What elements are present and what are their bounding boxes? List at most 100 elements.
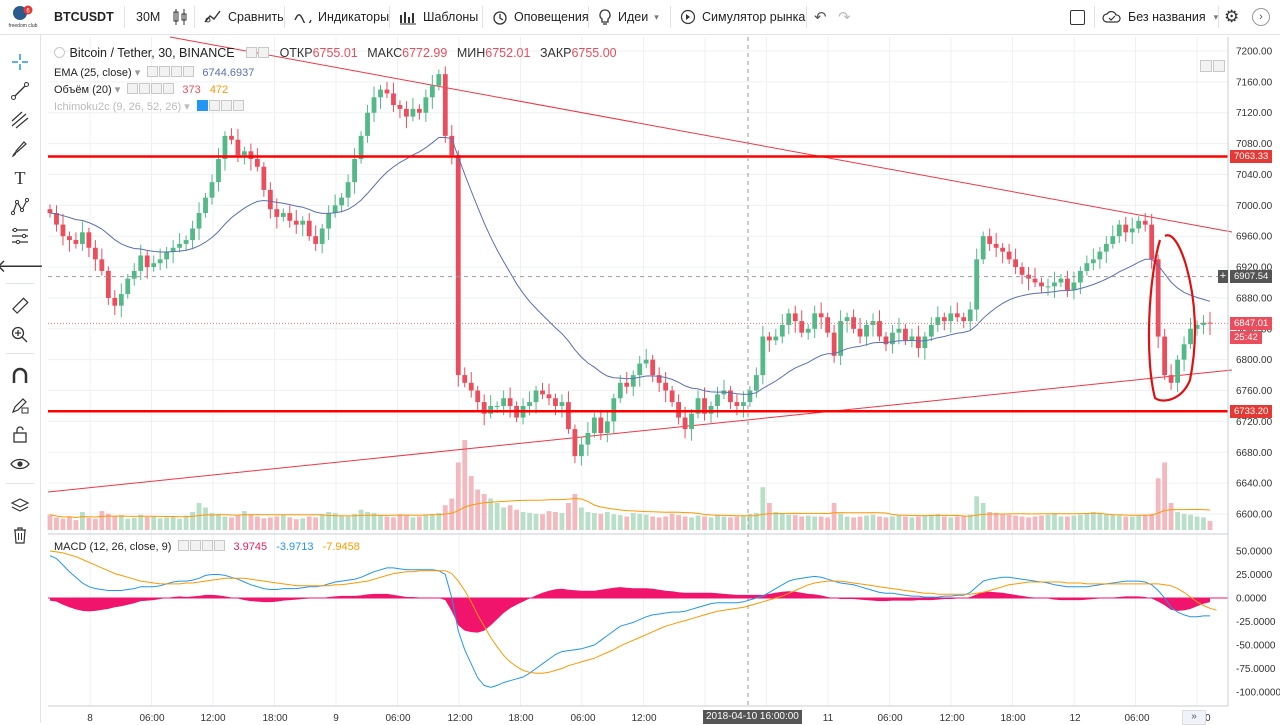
candle-body — [442, 74, 448, 136]
symbol-search[interactable]: BTCUSDT — [54, 10, 114, 24]
scroll-right-button[interactable]: › — [1252, 0, 1270, 34]
candle-body — [663, 382, 669, 391]
time-axis[interactable]: 8 06:00 12:00 18:00 9 06:00 12:00 18:00 06:00 12:… — [87, 713, 1211, 723]
zoom-tool[interactable] — [8, 324, 32, 346]
candle-body — [1019, 267, 1025, 275]
brush-tool[interactable] — [8, 138, 32, 160]
chevron-right-icon: › — [1252, 8, 1270, 26]
volume-bar — [287, 517, 293, 530]
cloud-icon — [1102, 11, 1121, 23]
save-layout-button[interactable]: Без названия ▾ — [1102, 0, 1218, 34]
volume-bar — [591, 512, 597, 530]
indicators-button[interactable]: Индикаторы — [294, 0, 389, 34]
volume-bar — [792, 515, 798, 530]
volume-bar — [47, 514, 53, 530]
close-value: 6755.00 — [571, 46, 617, 60]
crosshair-price-tag: 6907.54 — [1230, 270, 1273, 284]
market-simulator-button[interactable]: Симулятор рынка — [680, 0, 805, 34]
logo-text: freedom club — [9, 23, 38, 29]
trend-line-tool[interactable] — [8, 80, 32, 102]
eye-icon[interactable] — [246, 47, 258, 58]
candle-body — [941, 317, 947, 322]
candle-body — [319, 228, 325, 244]
stay-in-drawing-tool[interactable] — [8, 394, 32, 416]
ema-legend[interactable]: EMA (25, close) ▾ 6744.6937 — [54, 66, 255, 79]
volume-bar — [773, 512, 779, 530]
candle-body — [734, 402, 740, 406]
volume-bar — [604, 512, 610, 530]
layout-dropdown-icon[interactable]: ▾ — [1213, 11, 1219, 22]
undo-icon[interactable]: ↶ — [814, 9, 827, 26]
text-tool-icon[interactable]: T — [14, 167, 26, 188]
templates-button[interactable]: Шаблоны — [399, 0, 478, 34]
price-axis[interactable]: 7200.00 7160.00 7120.00 7080.00 7040.00 7000.… — [1236, 47, 1273, 521]
volume-bar — [67, 516, 72, 530]
prediction-tool[interactable] — [8, 225, 32, 247]
candle-body — [682, 417, 688, 430]
magnet-tool[interactable] — [8, 365, 32, 387]
ideas-dropdown-icon[interactable]: ▾ — [654, 11, 659, 22]
candle-body — [352, 159, 357, 183]
ideas-button[interactable]: Идеи ▾ — [598, 0, 659, 34]
volume-ma-value: 472 — [209, 84, 229, 96]
support-trend-line[interactable] — [47, 369, 1233, 493]
redo-icon[interactable]: ↷ — [838, 9, 851, 26]
object-tree-tool[interactable] — [8, 495, 32, 517]
candle-body — [1142, 220, 1148, 225]
fullscreen-button[interactable] — [1070, 0, 1085, 34]
logo[interactable]: 6 freedom club — [6, 0, 40, 34]
compare-button[interactable]: Сравнить — [204, 0, 284, 34]
trend-line-icon — [11, 82, 29, 100]
candle-body — [410, 108, 416, 117]
alerts-button[interactable]: Оповещения — [492, 0, 589, 34]
candle-body — [954, 313, 960, 318]
candle-body — [980, 236, 986, 260]
ruler-tool[interactable] — [8, 295, 32, 317]
square-icon — [1070, 9, 1085, 25]
volume-bar — [144, 516, 150, 530]
macd-legend[interactable]: MACD (12, 26, close, 9) 3.9745 -3.9713 -… — [54, 540, 360, 553]
settings-gear-icon[interactable]: ⚙ — [1224, 7, 1240, 26]
candle-body — [838, 321, 844, 356]
hide-drawings-tool[interactable] — [8, 453, 32, 475]
crosshair-tool[interactable] — [8, 51, 32, 73]
candle-body — [47, 209, 53, 214]
candle-body — [773, 336, 779, 341]
ideas-label: Идеи — [618, 10, 649, 24]
volume-bar — [326, 512, 332, 530]
move-pane-down-icon[interactable] — [1213, 60, 1225, 72]
volume-legend[interactable]: Объём (20) ▾ 373 472 — [54, 83, 229, 96]
chart-type-button[interactable] — [172, 0, 188, 34]
volume-bar — [851, 517, 856, 530]
move-pane-up-icon[interactable] — [1200, 60, 1212, 72]
volume-bar — [637, 513, 643, 530]
logo-icon: 6 freedom club — [9, 5, 38, 29]
macd-axis[interactable]: 50.0000 25.0000 0.0000 -25.0000 -50.0000 -75.… — [1236, 547, 1280, 699]
fib-tool[interactable] — [8, 109, 32, 131]
interval-button[interactable]: 30M — [136, 10, 161, 24]
resistance-trend-line[interactable] — [169, 36, 1233, 233]
candle-body — [708, 405, 714, 414]
candle-body — [1129, 228, 1135, 233]
pattern-tool[interactable] — [8, 196, 32, 218]
candle-body — [105, 270, 111, 298]
volume-bar — [520, 512, 526, 530]
add-alert-plus-icon[interactable]: + — [1218, 270, 1228, 284]
volume-bar — [118, 515, 124, 530]
lock-drawings-tool[interactable] — [8, 423, 32, 445]
volume-bar — [1168, 503, 1174, 530]
candle-body — [404, 108, 409, 117]
price-tick-label: 7200.00 — [1236, 47, 1273, 58]
volume-bar — [948, 517, 954, 530]
volume-bar — [1077, 514, 1083, 530]
candle-body — [339, 197, 345, 206]
volume-bar — [157, 518, 163, 530]
templates-icon — [400, 12, 416, 25]
candle-body — [922, 336, 928, 349]
remove-drawings-tool[interactable] — [8, 524, 32, 546]
collapse-legend-icon[interactable] — [54, 47, 65, 58]
settings-icon[interactable] — [258, 47, 270, 58]
ichimoku-legend[interactable]: Ichimoku2c (9, 26, 52, 26) ▾ — [54, 100, 245, 113]
candle-body — [1058, 278, 1064, 283]
